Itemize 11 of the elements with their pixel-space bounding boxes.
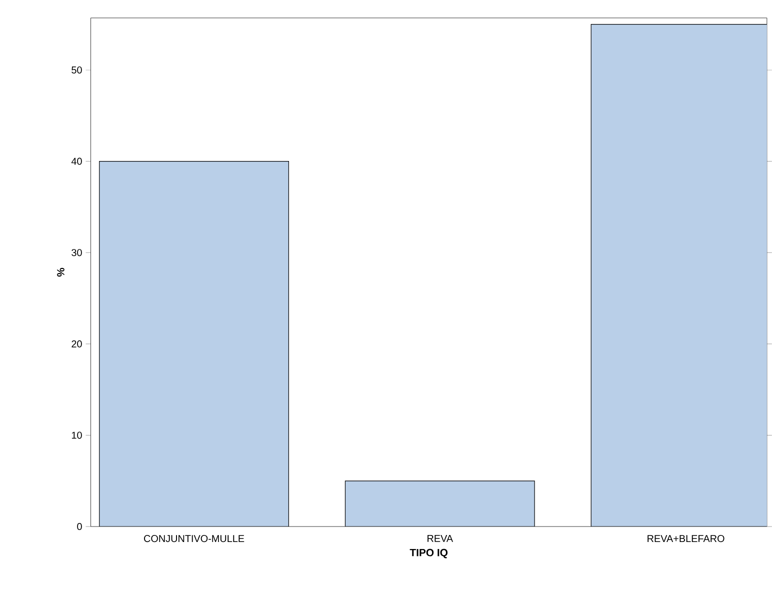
y-tick-label: 10 xyxy=(72,432,82,439)
y-tick-label: 20 xyxy=(72,340,82,348)
x-tick-label: REVA+BLEFARO xyxy=(648,534,724,542)
x-axis-title: TIPO IQ xyxy=(410,548,448,558)
x-tick-label: CONJUNTIVO-MULLE xyxy=(144,534,244,542)
y-tick-label: 0 xyxy=(77,522,82,530)
y-axis-title: % xyxy=(57,268,64,276)
y-tick-label: 40 xyxy=(71,158,82,165)
x-tick-label: REVA xyxy=(428,534,454,542)
y-tick-label: 30 xyxy=(72,248,82,256)
y-tick-label: 50 xyxy=(72,66,82,74)
